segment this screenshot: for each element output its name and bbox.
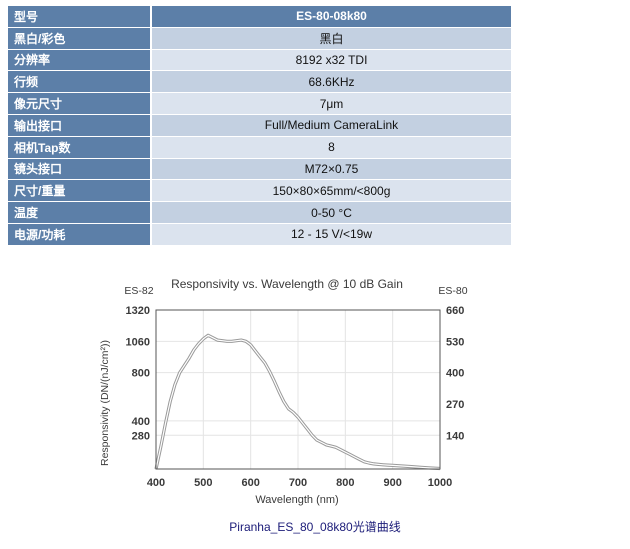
y-tick-label: 800 xyxy=(132,368,150,380)
y-tick-label: 1060 xyxy=(126,336,150,348)
y-axis-label: Responsivity (DN/(nJ/cm²)) xyxy=(99,340,111,466)
spec-row: 电源/功耗 12 - 15 V/<19w xyxy=(8,223,511,245)
spec-label: 电源/功耗 xyxy=(8,223,152,245)
spec-header-row: 型号 ES-80-08k80 xyxy=(8,6,511,27)
y2-tick-label: 660 xyxy=(446,305,464,317)
spec-label: 像元尺寸 xyxy=(8,93,152,114)
x-tick-label: 400 xyxy=(147,477,165,489)
chart-axes xyxy=(155,309,441,470)
spec-label: 相机Tap数 xyxy=(8,136,152,158)
x-axis-label: Wavelength (nm) xyxy=(255,494,338,506)
x-tick-label: 600 xyxy=(241,477,259,489)
spec-value: 0-50 °C xyxy=(152,202,511,223)
spec-table-body: 型号 ES-80-08k80 黑白/彩色 黑白 分辨率 8192 x32 TDI 行频 6… xyxy=(8,6,511,245)
chart-grid xyxy=(155,309,441,469)
spec-header-label: 型号 xyxy=(8,6,152,27)
spec-label: 温度 xyxy=(8,202,152,223)
left-axis-name: ES-82 xyxy=(124,285,153,297)
spec-value: Full/Medium CameraLink xyxy=(152,114,511,136)
series-line xyxy=(155,334,441,470)
x-tick-label: 500 xyxy=(194,477,212,489)
spec-value: M72×0.75 xyxy=(152,158,511,180)
chart-ticks: 400 500 600 700 800 900 1000 280 400 800 1060 1320 1… xyxy=(126,305,465,489)
spec-value: 150×80×65mm/<800g xyxy=(152,180,511,202)
spec-row: 输出接口 Full/Medium CameraLink xyxy=(8,114,511,136)
spec-value: 黑白 xyxy=(152,27,511,49)
spec-row: 行频 68.6KHz xyxy=(8,71,511,93)
chart-series xyxy=(154,333,441,471)
right-axis-name: ES-80 xyxy=(438,285,467,297)
spec-label: 分辨率 xyxy=(8,49,152,71)
chart-caption: Piranha_ES_80_08k80光谱曲线 xyxy=(229,520,401,534)
y-tick-label: 1320 xyxy=(126,305,150,317)
x-tick-label: 900 xyxy=(383,477,401,489)
chart-title: Responsivity vs. Wavelength @ 10 dB Gain xyxy=(171,277,403,291)
x-tick-label: 700 xyxy=(289,477,307,489)
spec-row: 温度 0-50 °C xyxy=(8,202,511,223)
y2-tick-label: 270 xyxy=(446,399,464,411)
y-tick-label: 400 xyxy=(132,416,150,428)
plot-frame xyxy=(155,309,441,470)
y2-tick-label: 140 xyxy=(446,430,464,442)
spec-table: 型号 ES-80-08k80 黑白/彩色 黑白 分辨率 8192 x32 TDI 行频 6… xyxy=(8,5,511,246)
spec-value: 7μm xyxy=(152,93,511,114)
spec-value: 68.6KHz xyxy=(152,71,511,93)
x-tick-label: 800 xyxy=(336,477,354,489)
spec-label: 镜头接口 xyxy=(8,158,152,180)
spec-value: 8 xyxy=(152,136,511,158)
spec-header-value: ES-80-08k80 xyxy=(152,6,511,27)
y2-tick-label: 400 xyxy=(446,368,464,380)
spec-row: 像元尺寸 7μm xyxy=(8,93,511,114)
spec-label: 尺寸/重量 xyxy=(8,180,152,202)
spec-row: 黑白/彩色 黑白 xyxy=(8,27,511,49)
x-tick-label: 1000 xyxy=(428,477,452,489)
spec-row: 尺寸/重量 150×80×65mm/<800g xyxy=(8,180,511,202)
spec-label: 输出接口 xyxy=(8,114,152,136)
y-tick-label: 280 xyxy=(132,430,150,442)
spec-row: 分辨率 8192 x32 TDI xyxy=(8,49,511,71)
responsivity-chart: Responsivity vs. Wavelength @ 10 dB Gain… xyxy=(99,277,468,506)
spec-label: 行频 xyxy=(8,71,152,93)
spec-row: 镜头接口 M72×0.75 xyxy=(8,158,511,180)
y2-tick-label: 530 xyxy=(446,336,464,348)
spec-row: 相机Tap数 8 xyxy=(8,136,511,158)
spec-value: 8192 x32 TDI xyxy=(152,49,511,71)
spec-value: 12 - 15 V/<19w xyxy=(152,223,511,245)
spec-label: 黑白/彩色 xyxy=(8,27,152,49)
